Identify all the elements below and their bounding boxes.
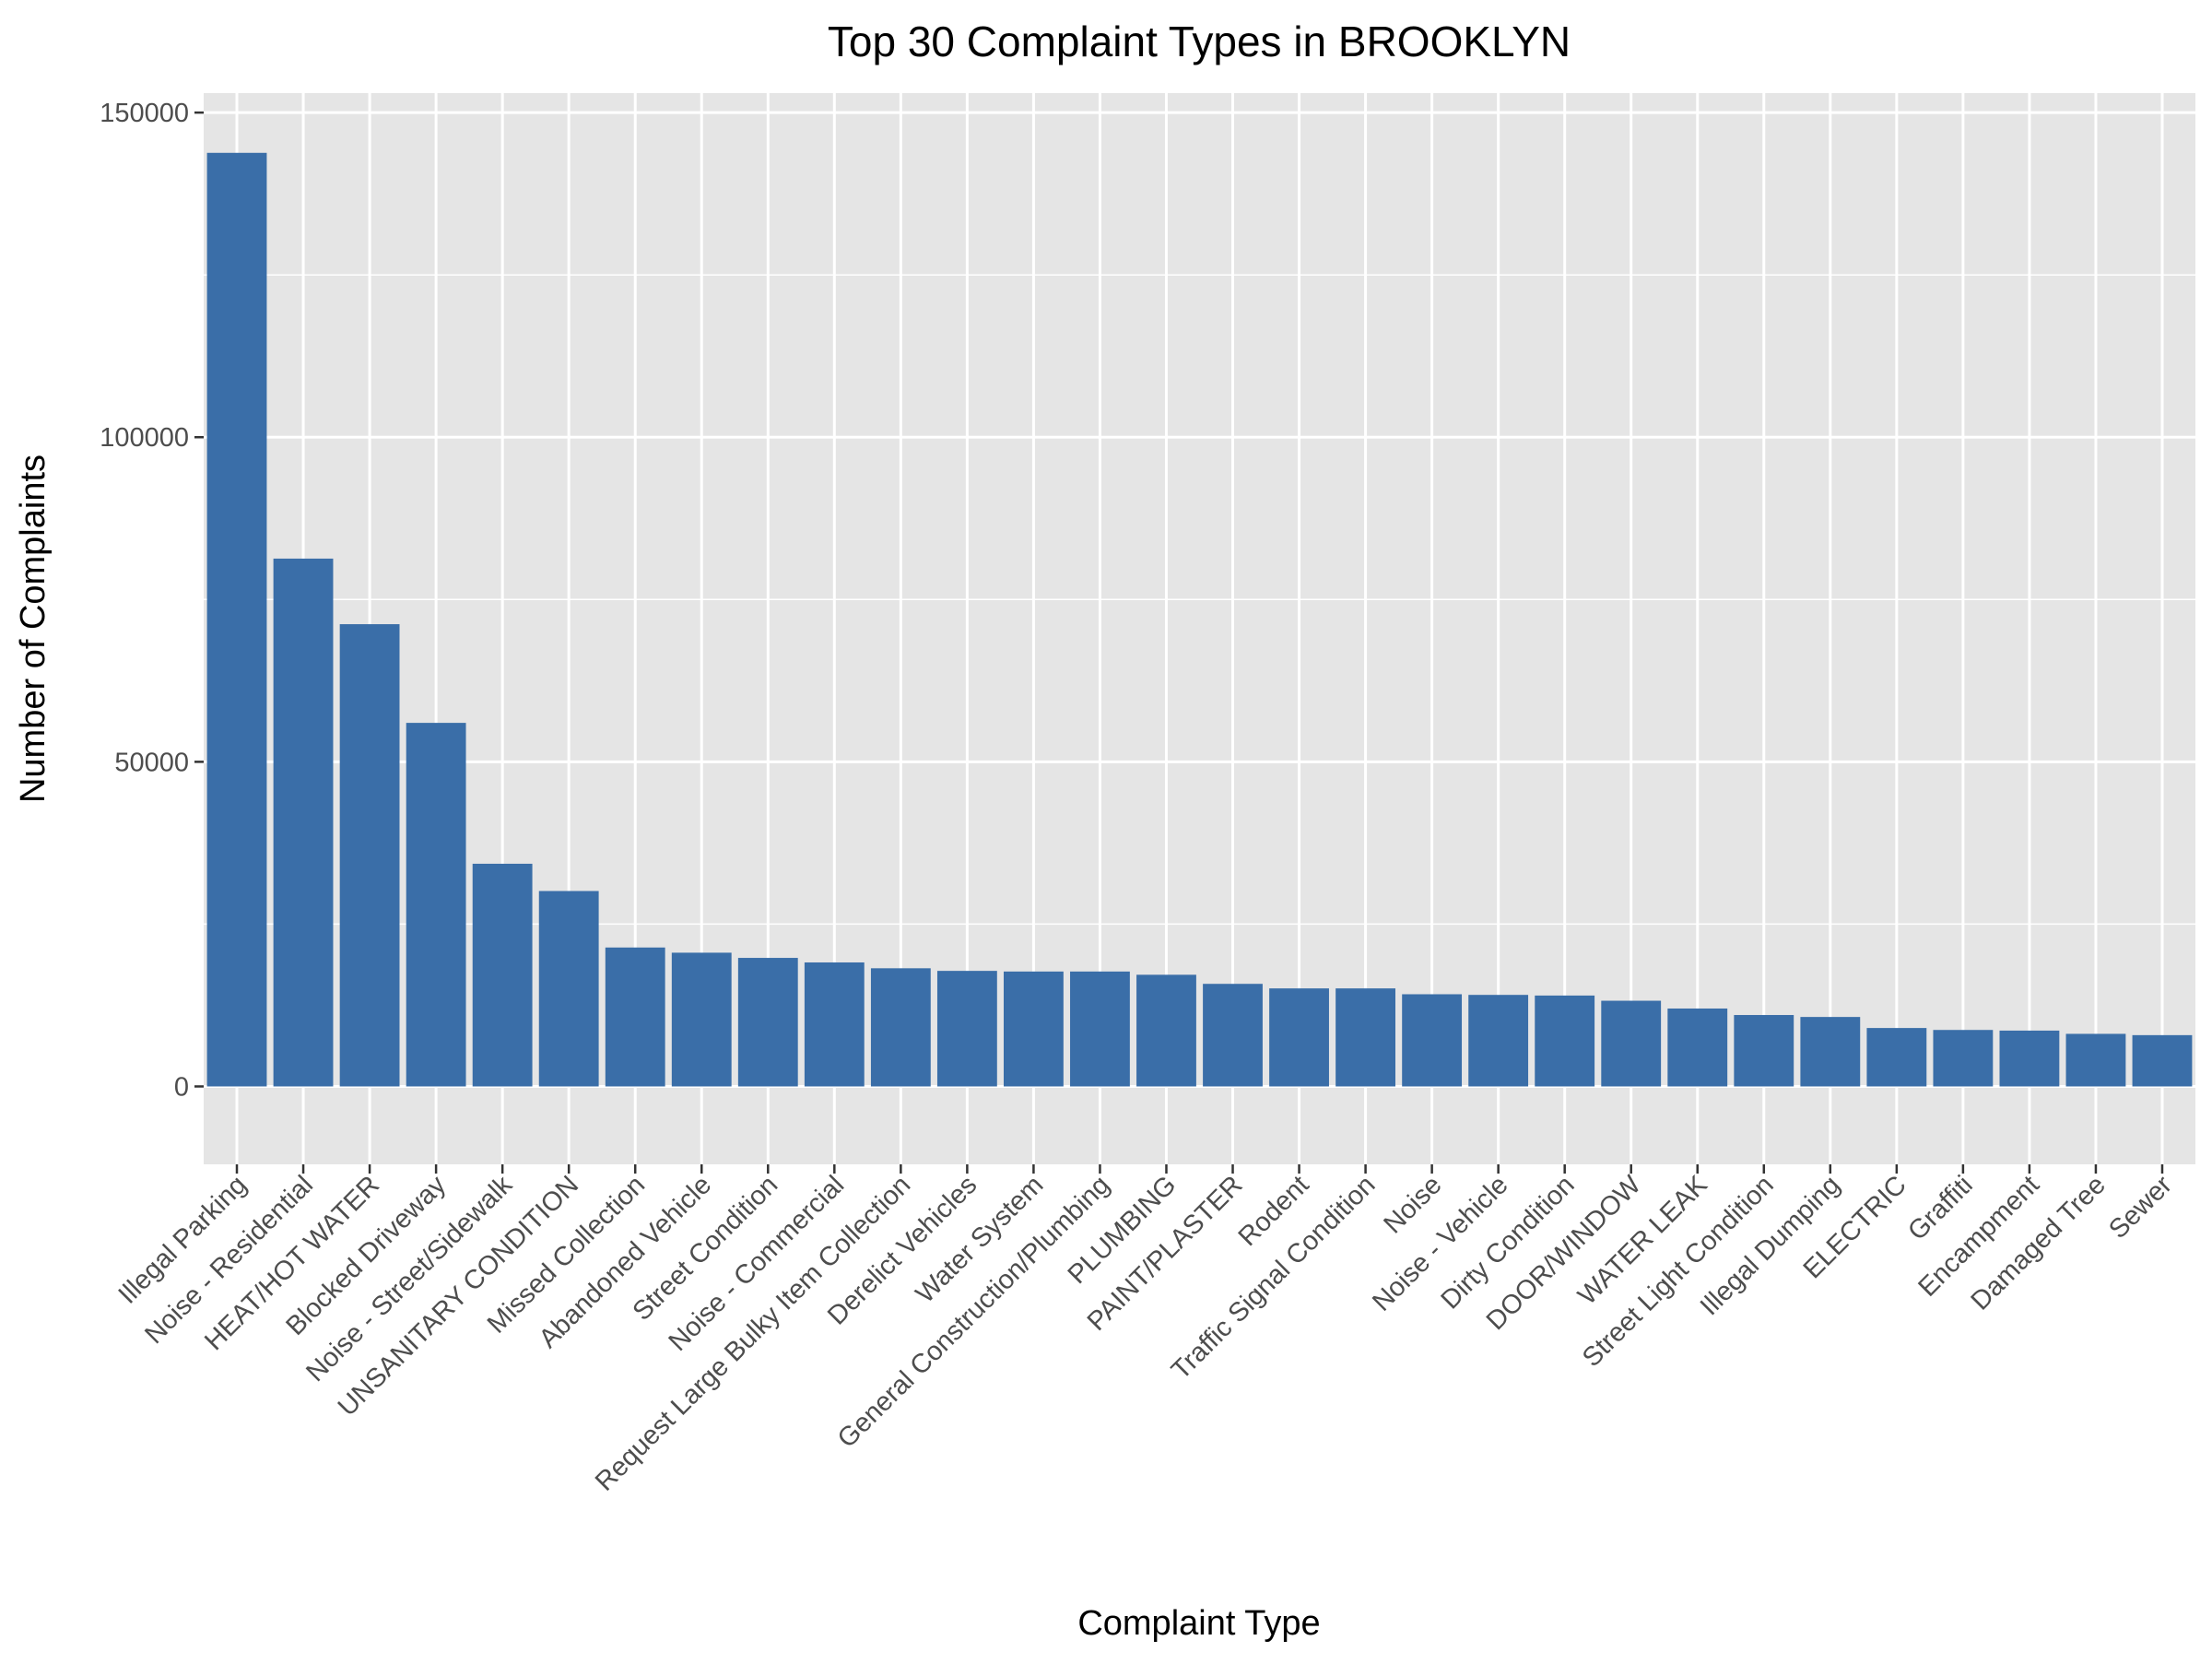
bar-missed-collection — [605, 947, 665, 1087]
y-tick-label: 150000 — [100, 99, 189, 128]
bar-door-window — [1601, 1000, 1662, 1087]
bar-noise-vehicle — [1468, 995, 1529, 1087]
bar-rodent — [1269, 988, 1329, 1087]
bar-graffiti — [1933, 1030, 1994, 1087]
bar-blocked-driveway — [406, 723, 466, 1087]
y-tick-label: 100000 — [100, 423, 189, 453]
bar-electric — [1866, 1028, 1927, 1087]
bar-damaged-tree — [2065, 1033, 2126, 1087]
bar-request-large-bulky-item-collection — [870, 968, 931, 1087]
bar-dirty-condition — [1535, 995, 1595, 1087]
bar-noise — [1402, 994, 1463, 1087]
bar-unsanitary-condition — [538, 891, 599, 1087]
bar-heat-hot-water — [339, 624, 400, 1087]
bar-abandoned-vehicle — [671, 952, 732, 1087]
bar-noise-residential — [273, 558, 334, 1087]
bar-noise-commercial — [804, 962, 865, 1087]
bar-water-system — [1004, 971, 1064, 1087]
bar-plumbing — [1136, 974, 1196, 1087]
bars — [206, 152, 2193, 1087]
bar-general-construction-plumbing — [1070, 971, 1130, 1087]
chart-title: Top 30 Complaint Types in BROOKLYN — [828, 18, 1571, 65]
bar-street-light-condition — [1734, 1015, 1794, 1087]
bar-traffic-signal-condition — [1335, 988, 1395, 1087]
bar-illegal-parking — [206, 152, 267, 1087]
bar-street-condition — [737, 958, 798, 1087]
x-axis-title: Complaint Type — [1077, 1604, 1320, 1643]
bar-illegal-dumping — [1800, 1017, 1861, 1087]
y-axis-title: Number of Complaints — [14, 454, 53, 803]
y-tick-label: 50000 — [114, 748, 189, 777]
bar-sewer — [2132, 1034, 2193, 1087]
x-tick-label: Sewer — [2103, 1170, 2178, 1245]
bar-encampment — [1999, 1030, 2060, 1087]
y-axis: 0 50000 100000 150000 — [100, 99, 204, 1102]
plot-background — [204, 93, 2195, 1164]
y-tick-label: 0 — [174, 1072, 189, 1102]
plot-panel — [204, 93, 2195, 1164]
bar-water-leak — [1667, 1008, 1728, 1087]
bar-noise-street-sidewalk — [472, 863, 533, 1087]
bar-paint-plaster — [1203, 984, 1263, 1087]
bar-derelict-vehicles — [936, 971, 997, 1087]
